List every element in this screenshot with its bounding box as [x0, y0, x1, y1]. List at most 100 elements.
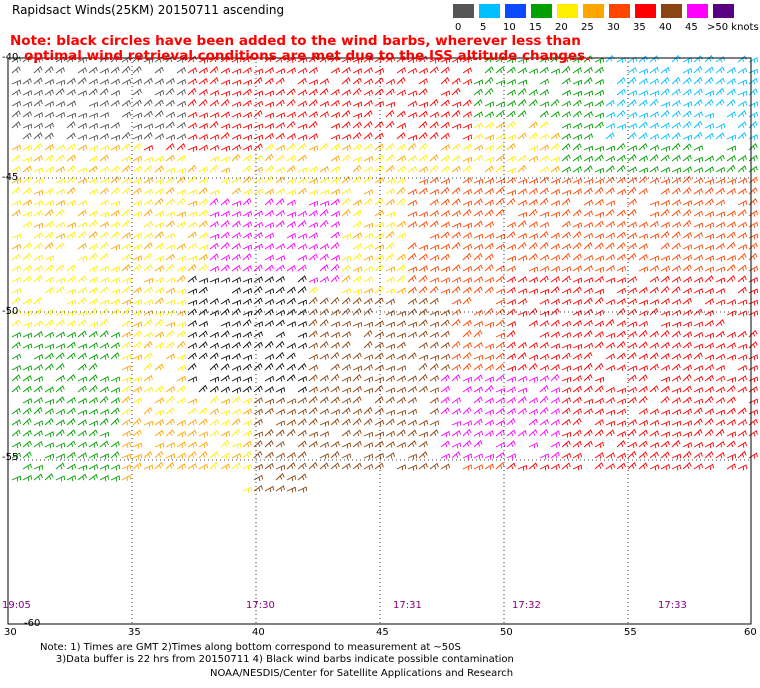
wind-barb: [374, 440, 384, 448]
wind-barb: [726, 419, 736, 426]
wind-barb: [726, 164, 736, 173]
wind-barb: [616, 154, 626, 162]
wind-barb: [198, 133, 209, 141]
wind-barb: [44, 363, 54, 371]
wind-barb: [341, 264, 351, 272]
wind-barb: [473, 198, 483, 206]
wind-barb: [99, 386, 109, 393]
wind-barb: [11, 341, 21, 349]
wind-barb: [176, 189, 187, 196]
wind-barb: [297, 154, 307, 162]
wind-barb: [396, 132, 406, 140]
wind-barb: [627, 342, 637, 349]
wind-barb: [682, 110, 692, 118]
wind-barb: [605, 242, 615, 250]
wind-barb: [594, 429, 604, 437]
wind-barb: [539, 353, 549, 360]
wind-barb: [297, 100, 308, 108]
wind-barb: [638, 112, 649, 119]
wind-barb: [275, 319, 285, 327]
wind-barb: [539, 265, 550, 273]
wind-barb: [715, 211, 726, 218]
wind-barb: [11, 233, 22, 240]
wind-barb: [385, 78, 396, 86]
wind-barb: [550, 343, 561, 350]
wind-barb: [539, 230, 549, 239]
wind-barb: [154, 78, 164, 85]
wind-barb: [550, 331, 560, 338]
wind-barb: [440, 266, 451, 273]
wind-barb: [385, 343, 396, 350]
wind-barb: [429, 154, 439, 162]
wind-barb: [264, 232, 275, 240]
wind-barb: [748, 242, 758, 250]
wind-barb: [550, 156, 561, 163]
wind-barb: [396, 177, 406, 184]
wind-barb: [242, 165, 252, 173]
wind-barb: [671, 253, 681, 261]
wind-barb: [517, 310, 528, 317]
wind-barb: [154, 210, 165, 218]
wind-barb: [77, 242, 87, 250]
wind-barb: [682, 77, 692, 85]
wind-barb: [451, 308, 461, 316]
wind-barb: [165, 309, 175, 316]
wind-barb: [561, 243, 571, 250]
wind-barb: [561, 418, 571, 426]
wind-barb: [154, 318, 164, 327]
wind-barb: [693, 188, 703, 195]
wind-barb: [748, 198, 758, 206]
wind-barb: [517, 110, 527, 118]
wind-barb: [649, 78, 659, 85]
wind-barb: [242, 341, 252, 349]
wind-barb: [561, 275, 571, 283]
wind-barb: [176, 154, 186, 162]
wind-barb: [671, 363, 681, 371]
wind-barb: [506, 429, 516, 437]
wind-barb: [176, 330, 186, 338]
wind-barb: [110, 187, 120, 195]
wind-barb: [275, 264, 285, 272]
wind-barb: [671, 110, 681, 118]
wind-barb: [99, 277, 110, 284]
wind-barb: [99, 211, 110, 218]
wind-barb: [209, 352, 219, 360]
wind-barb: [440, 430, 451, 438]
wind-barb: [638, 320, 649, 328]
wind-barb: [704, 155, 714, 162]
wind-barb: [748, 376, 759, 383]
wind-barb: [99, 123, 110, 130]
wind-barb: [594, 211, 605, 218]
wind-barb: [583, 319, 593, 327]
wind-barb: [22, 90, 33, 97]
wind-barb: [143, 352, 153, 360]
wind-barb: [737, 310, 748, 317]
wind-barb: [253, 431, 264, 438]
wind-barb: [561, 320, 572, 328]
wind-barb: [374, 264, 384, 272]
wind-barb: [88, 362, 98, 371]
wind-barb: [132, 177, 143, 185]
wind-barb: [638, 155, 648, 162]
wind-barb: [330, 134, 341, 141]
wind-barb: [242, 99, 252, 107]
wind-barb: [396, 77, 406, 85]
wind-barb: [121, 111, 131, 118]
wind-barb: [583, 242, 593, 250]
wind-barb: [638, 266, 649, 273]
wind-barb: [528, 307, 538, 316]
wind-barb: [22, 199, 32, 206]
wind-barb: [671, 321, 682, 328]
wind-barb: [660, 101, 671, 108]
wind-barb: [99, 408, 110, 416]
time-label: 17:32: [512, 600, 541, 611]
wind-barb: [594, 385, 604, 393]
wind-barb: [385, 198, 395, 206]
wind-barb: [462, 428, 472, 437]
wind-barb: [594, 309, 605, 316]
wind-barb: [154, 133, 164, 140]
wind-barb: [506, 407, 516, 415]
wind-barb: [506, 155, 516, 162]
wind-barb: [396, 441, 407, 449]
wind-barb: [440, 132, 450, 140]
